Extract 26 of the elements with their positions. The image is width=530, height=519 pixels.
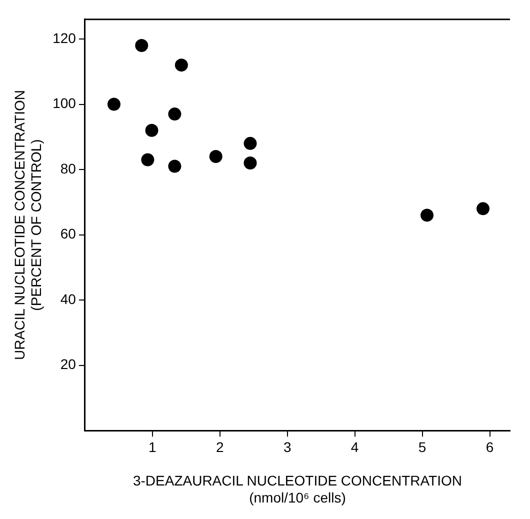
x-tick-label: 6 — [486, 438, 494, 455]
x-axis-title: 3-DEAZAURACIL NUCLEOTIDE CONCENTRATION (nmol/10⁶ cells) — [132, 472, 462, 506]
y-tick-label: 120 — [52, 30, 76, 46]
point — [244, 156, 257, 170]
point — [476, 202, 490, 216]
point — [141, 153, 154, 166]
x-tick-label: 4 — [350, 438, 359, 455]
point — [209, 150, 222, 163]
point — [145, 124, 158, 137]
y-tick-label: 20 — [60, 356, 76, 372]
point — [244, 136, 257, 150]
point — [107, 98, 120, 111]
y-tick-label: 80 — [60, 160, 76, 176]
x-tick-label: 3 — [283, 438, 292, 455]
y-axis-title: URACIL NUCLEOTIDE CONCENTRATION (PERCENT OF CONTROL) — [11, 90, 44, 360]
x-tick-label: 5 — [418, 438, 426, 455]
point — [135, 39, 148, 52]
point — [168, 108, 182, 121]
y-tick-label: 60 — [60, 226, 76, 242]
point — [168, 160, 182, 173]
x-tick-label: 2 — [216, 438, 224, 455]
y-tick-label: 100 — [52, 95, 76, 112]
point — [420, 208, 434, 222]
point — [174, 58, 188, 72]
y-tick-label: 40 — [60, 290, 76, 307]
x-tick-label: 1 — [148, 438, 157, 455]
